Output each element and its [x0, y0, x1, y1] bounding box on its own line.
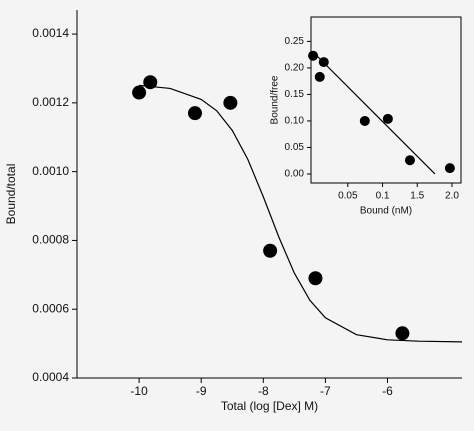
- data-point: [132, 85, 147, 100]
- y-tick-label: 0.0008: [32, 233, 69, 247]
- x-tick-label: -8: [258, 384, 269, 398]
- y-tick-label: 0.0014: [32, 26, 69, 40]
- data-point: [223, 95, 238, 110]
- x-axis-label: Bound (nM): [360, 206, 412, 217]
- y-axis-label: Bound/free: [270, 75, 281, 124]
- y-tick-label: 0.25: [285, 36, 305, 47]
- y-tick-label: 0.00: [285, 169, 305, 180]
- x-tick-label: 1.5: [410, 191, 424, 202]
- data-point: [444, 163, 455, 174]
- y-tick-label: 0.0006: [32, 301, 69, 315]
- x-tick-label: -9: [196, 384, 207, 398]
- data-point: [263, 243, 278, 258]
- fit-line: [312, 51, 436, 175]
- y-tick-label: 0.0004: [32, 370, 69, 384]
- inset-frame: [310, 16, 462, 184]
- data-point: [318, 57, 329, 68]
- y-tick-label: 0.05: [285, 142, 305, 153]
- x-tick-label: 2.0: [445, 191, 459, 202]
- fit-line: [139, 84, 463, 343]
- x-tick-label: -10: [130, 384, 148, 398]
- data-point: [314, 71, 325, 82]
- x-tick-label: 0.05: [338, 191, 358, 202]
- data-point: [404, 155, 415, 166]
- data-point: [382, 113, 393, 124]
- y-tick-label: 0.0012: [32, 95, 69, 109]
- data-point: [359, 115, 370, 126]
- data-point: [395, 326, 410, 341]
- y-tick-label: 0.15: [285, 89, 305, 100]
- data-point: [308, 271, 323, 286]
- data-point: [143, 75, 158, 90]
- x-tick-label: -6: [382, 384, 393, 398]
- x-axis-label: Total (log [Dex] M): [221, 399, 318, 413]
- data-point: [187, 106, 202, 121]
- x-tick-label: 0.1: [376, 191, 390, 202]
- x-tick-label: -7: [320, 384, 331, 398]
- data-point: [308, 50, 319, 61]
- y-tick-label: 0.20: [285, 63, 305, 74]
- y-axis-label: Bound/total: [4, 164, 18, 225]
- y-tick-label: 0.10: [285, 116, 305, 127]
- y-tick-label: 0.0010: [32, 164, 69, 178]
